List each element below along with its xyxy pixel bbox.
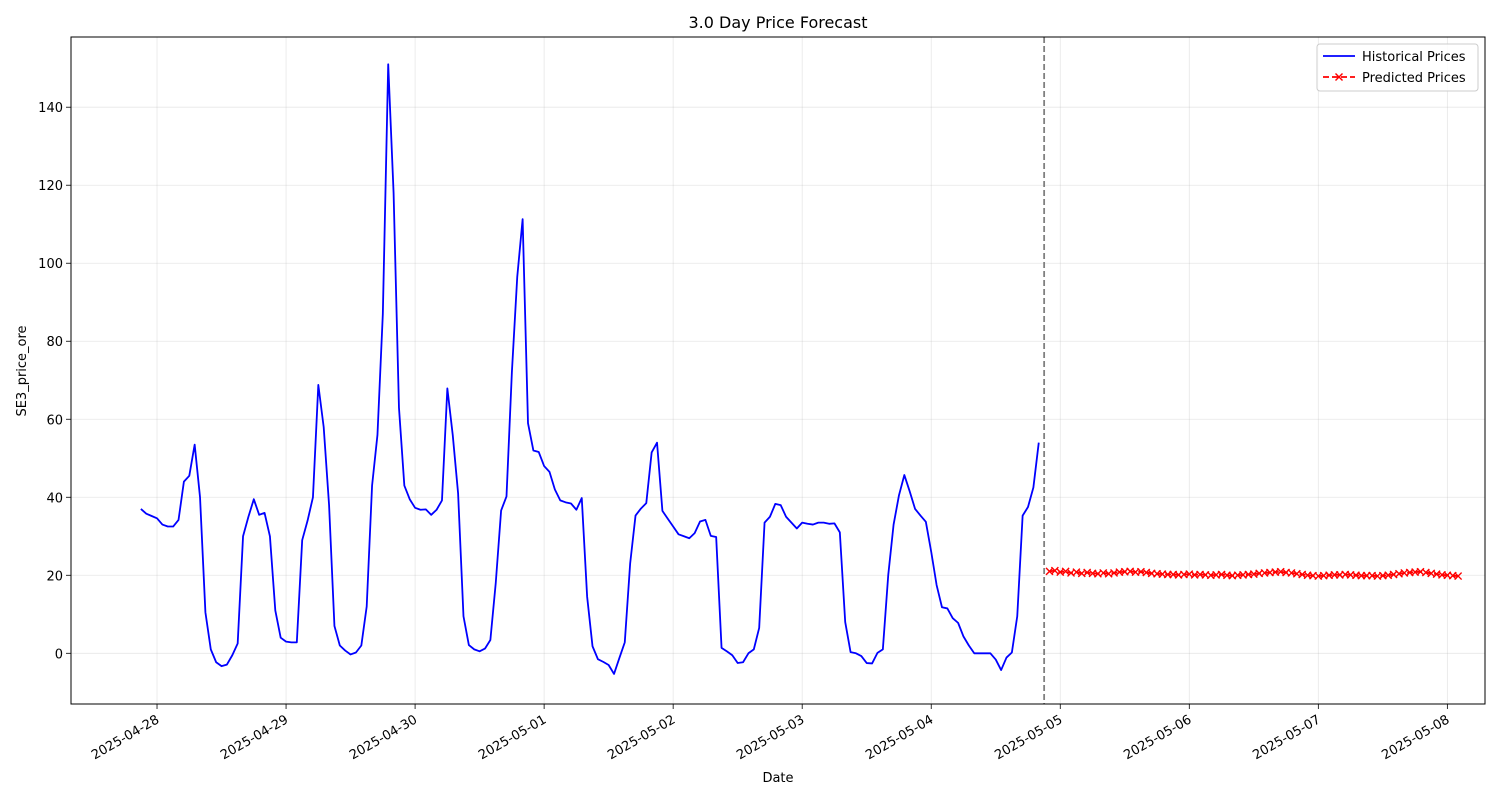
series-layer (140, 37, 1463, 704)
plot-frame (70, 36, 1486, 705)
y-tick-label: 100 (38, 257, 63, 272)
x-axis-label: Date (762, 771, 793, 786)
legend-entry: Predicted Prices (1323, 71, 1466, 86)
y-tick-label: 60 (46, 413, 63, 428)
y-tick-label: 0 (55, 647, 63, 662)
legend-box (1316, 43, 1479, 92)
legend-marker (1335, 73, 1343, 81)
series-line-0 (140, 63, 1040, 675)
y-axis-label: SE3_price_ore (15, 325, 30, 416)
legend: Historical Prices Predicted Prices (1316, 43, 1479, 92)
legend-label: Predicted Prices (1362, 71, 1466, 86)
y-tick-label: 20 (46, 569, 63, 584)
y-tick-label: 120 (38, 179, 63, 194)
series-point (1454, 572, 1463, 581)
y-tick-label: 40 (46, 491, 63, 506)
grid-lines (71, 37, 1485, 704)
y-tick-label: 140 (38, 101, 63, 116)
legend-entry: Historical Prices (1323, 50, 1466, 65)
y-tick-label: 80 (46, 335, 63, 350)
series-line-1 (1049, 569, 1459, 577)
legend-label: Historical Prices (1362, 50, 1466, 65)
chart-title: 3.0 Day Price Forecast (688, 13, 867, 32)
